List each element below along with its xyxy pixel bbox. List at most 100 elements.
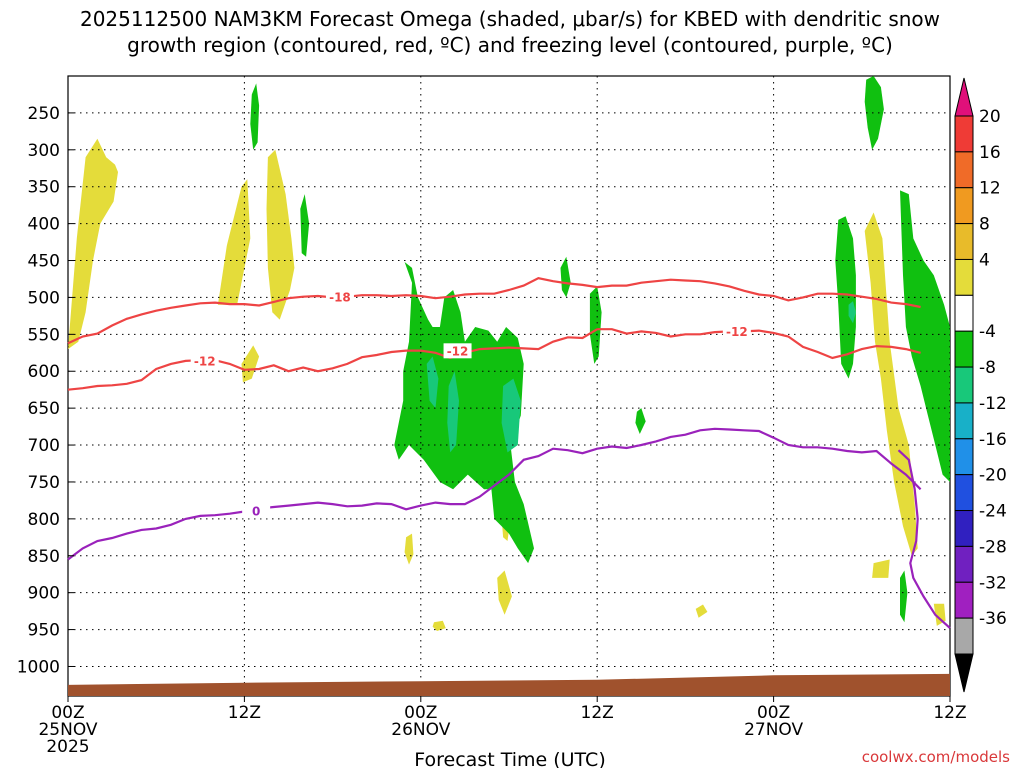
omega-region-2 — [266, 149, 295, 320]
omega-region-24 — [501, 378, 521, 453]
x-tick-label-60-0: 12Z — [933, 703, 966, 723]
omega-region-5 — [432, 620, 446, 631]
terrain-ground — [68, 673, 950, 696]
omega-region-10 — [872, 559, 890, 578]
contour-label-bg-0 — [325, 289, 354, 305]
y-tick-label-500: 500 — [28, 288, 60, 308]
x-tick-label-0-1: 25NOV — [38, 720, 97, 740]
omega-region-17 — [589, 286, 602, 364]
colorbar-box-6 — [954, 330, 974, 368]
colorbar-box-5 — [954, 294, 974, 332]
colorbar-label-4: 4 — [979, 250, 990, 270]
colorbar-box-8 — [954, 402, 974, 440]
contour-line-2 — [67, 427, 922, 561]
omega-region-1 — [217, 179, 251, 305]
colorbar-box-0 — [954, 115, 974, 153]
credit-link[interactable]: coolwx.com/models — [862, 748, 1010, 766]
colorbar-box-1 — [954, 151, 974, 189]
x-tick-label-36-0: 12Z — [581, 703, 614, 723]
x-axis-label: Forecast Time (UTC) — [414, 749, 605, 768]
colorbar-label-1: 16 — [979, 143, 1001, 163]
colorbar-label-8: -16 — [979, 430, 1007, 450]
contour-label-2: 0 — [252, 504, 260, 518]
contour-label-bg-1 — [190, 353, 219, 369]
omega-region-3 — [241, 345, 260, 383]
omega-region-15 — [394, 262, 534, 564]
omega-region-19 — [835, 216, 856, 379]
contour-label-bg-1-1 — [722, 324, 751, 340]
chart-title-line-2: growth region (contoured, red, ºC) and f… — [127, 33, 893, 57]
omega-region-20 — [900, 190, 950, 482]
contour-label-1-0: -12 — [447, 344, 469, 358]
omega-region-22 — [426, 356, 439, 409]
y-tick-label-450: 450 — [28, 252, 60, 272]
colorbar-box-7 — [954, 366, 974, 404]
y-tick-label-400: 400 — [28, 215, 60, 235]
y-tick-label-650: 650 — [28, 399, 60, 419]
contour-line-3 — [897, 449, 951, 629]
colorbar-label-10: -24 — [979, 502, 1007, 522]
colorbar-label-6: -8 — [979, 358, 996, 378]
colorbar-top-arrow — [954, 77, 974, 117]
y-tick-label-900: 900 — [28, 584, 60, 604]
omega-region-12 — [250, 83, 260, 150]
x-tick-label-12-0: 12Z — [228, 703, 261, 723]
y-tick-label-950: 950 — [28, 621, 60, 641]
colorbar-label-9: -20 — [979, 466, 1007, 486]
colorbar-box-9 — [954, 438, 974, 476]
y-tick-label-300: 300 — [28, 141, 60, 161]
y-tick-label-1000: 1000 — [17, 657, 60, 677]
omega-region-16 — [560, 256, 571, 298]
colorbar-label-11: -28 — [979, 537, 1007, 557]
contour-line-0 — [67, 277, 921, 345]
omega-region-18 — [635, 408, 646, 434]
colorbar-bottom-arrow — [954, 653, 974, 693]
omega-region-4 — [404, 533, 414, 565]
omega-region-21 — [900, 570, 908, 623]
colorbar-box-10 — [954, 474, 974, 512]
y-tick-label-750: 750 — [28, 473, 60, 493]
y-tick-label-850: 850 — [28, 547, 60, 567]
x-tick-label-0-2: 2025 — [46, 737, 89, 757]
y-tick-label-350: 350 — [28, 178, 60, 198]
omega-region-25 — [848, 301, 856, 324]
omega-region-13 — [300, 194, 310, 257]
colorbar-label-0: 20 — [979, 107, 1001, 127]
y-tick-label-700: 700 — [28, 436, 60, 456]
colorbar-box-3 — [954, 223, 974, 260]
temperature-contours: -18 -12 -12 -12 0 — [67, 277, 951, 629]
colorbar-box-4 — [954, 258, 974, 296]
y-tick-label-550: 550 — [28, 325, 60, 345]
terrain-fill — [68, 673, 950, 696]
x-tick-label-0-0: 00Z — [51, 703, 84, 723]
omega-region-14 — [864, 76, 884, 150]
omega-region-0 — [68, 138, 118, 350]
y-tick-label-600: 600 — [28, 362, 60, 382]
y-tick-label-800: 800 — [28, 510, 60, 530]
chart-title-line-1: 2025112500 NAM3KM Forecast Omega (shaded… — [80, 7, 940, 31]
colorbar-label-2: 12 — [979, 179, 1001, 199]
colorbar-label-5: -4 — [979, 322, 996, 342]
omega-region-7 — [497, 570, 512, 615]
omega-region-8 — [695, 604, 708, 618]
contour-label-1-1: -12 — [726, 325, 748, 339]
colorbar-box-2 — [954, 187, 974, 225]
omega-region-23 — [447, 371, 459, 453]
colorbar-box-12 — [954, 545, 974, 583]
omega-shaded-regions — [68, 76, 950, 631]
y-tick-label-250: 250 — [28, 104, 60, 124]
x-tick-label-24-1: 26NOV — [391, 720, 450, 740]
x-tick-label-48-0: 00Z — [757, 703, 790, 723]
colorbar-box-14 — [954, 617, 974, 655]
colorbar-box-13 — [954, 581, 974, 619]
contour-label-0: -18 — [329, 290, 351, 304]
colorbar-label-7: -12 — [979, 394, 1007, 414]
colorbar-label-12: -32 — [979, 573, 1007, 593]
colorbar-box-11 — [954, 510, 974, 547]
contour-label-1: -12 — [194, 355, 216, 369]
contour-label-bg-2 — [242, 503, 271, 519]
omega-colorbar: 20 16 12 8 4 -4 -8 -12 -16 -20 -24 -28 -32 -36 — [954, 77, 1007, 693]
colorbar-label-3: 8 — [979, 215, 990, 235]
